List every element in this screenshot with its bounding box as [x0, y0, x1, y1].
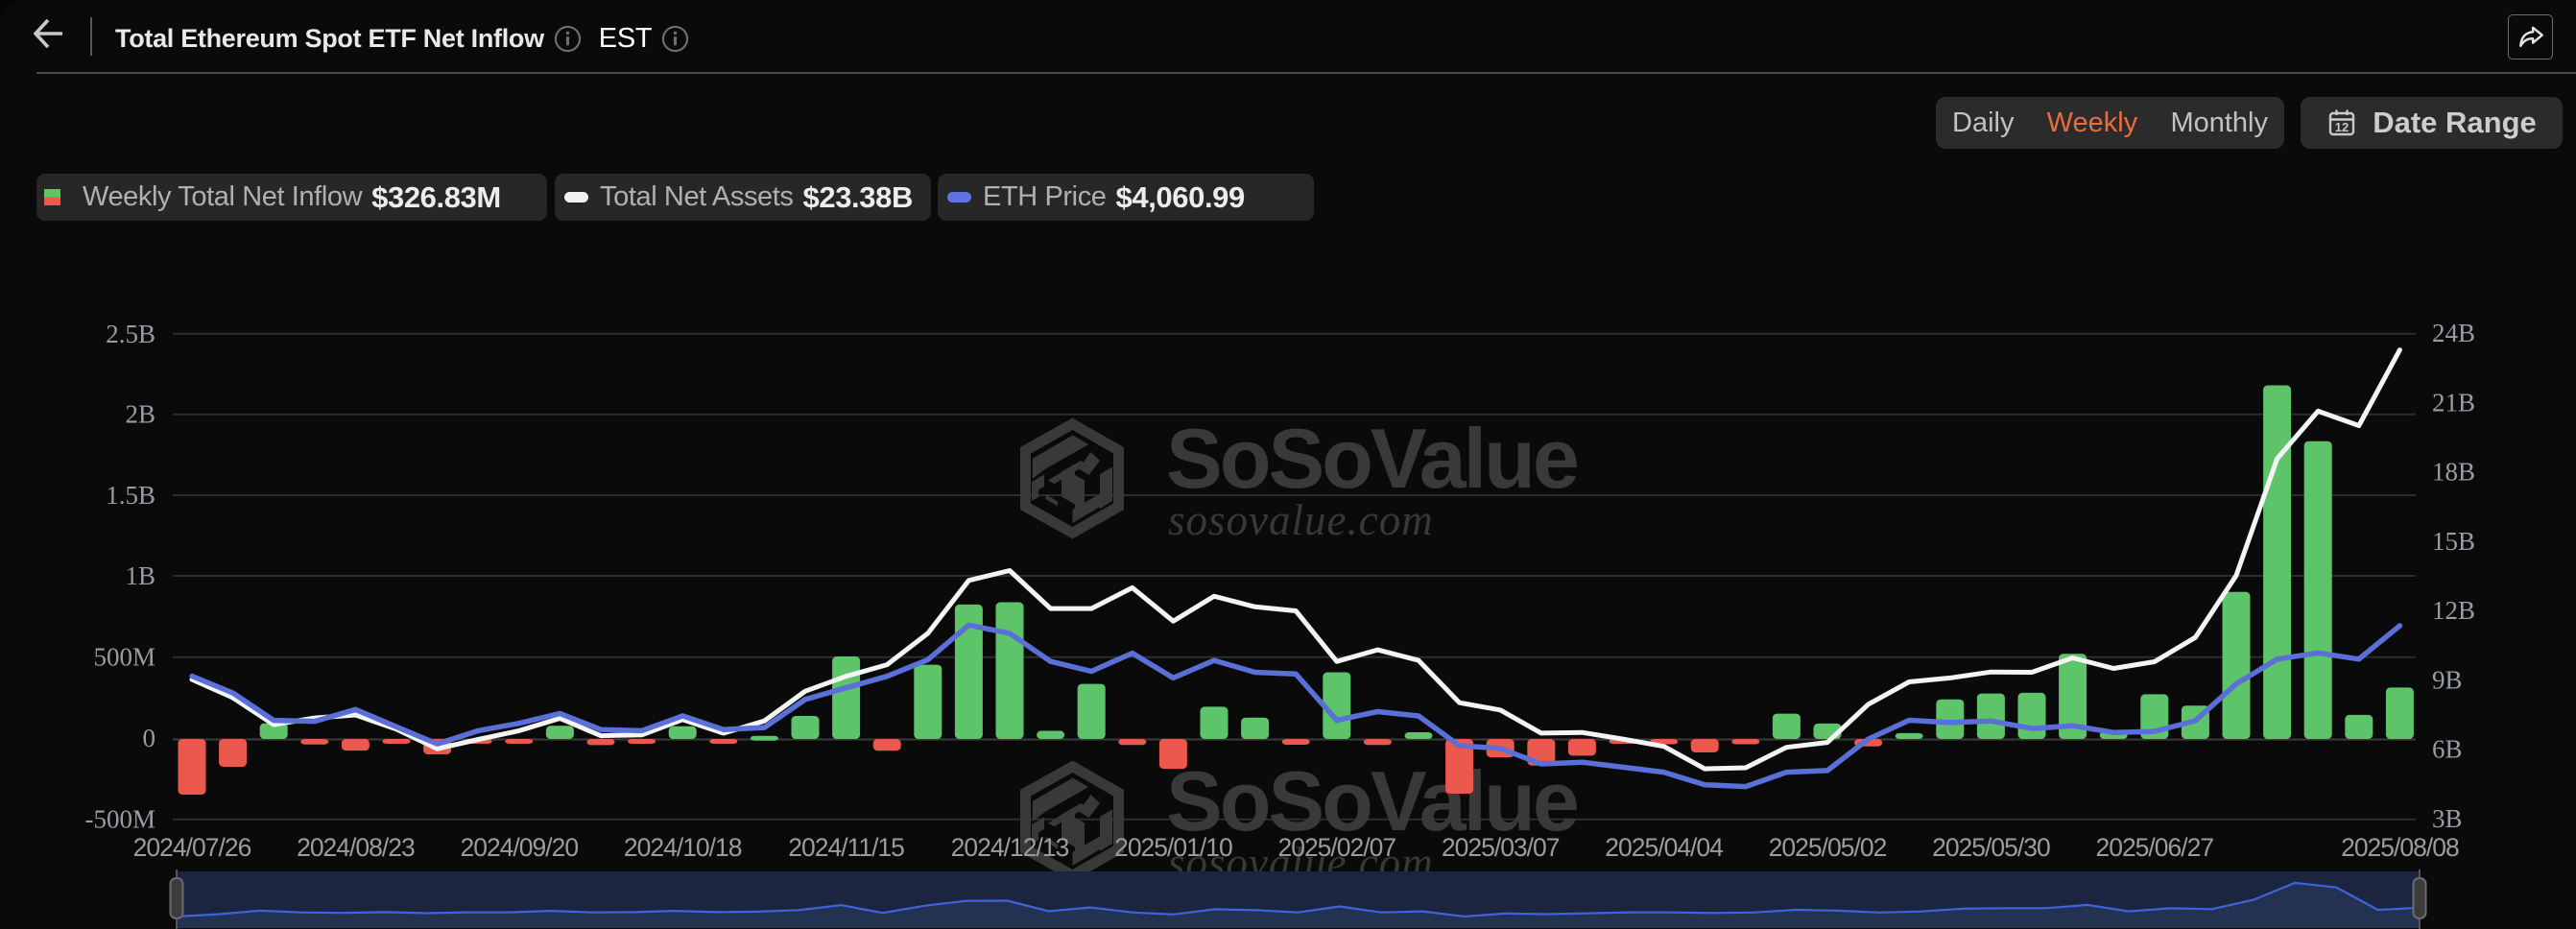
svg-text:SoSoValue: SoSoValue — [1166, 411, 1577, 506]
svg-text:2025/03/07: 2025/03/07 — [1442, 833, 1560, 862]
svg-text:2B: 2B — [125, 400, 155, 429]
svg-text:1.5B: 1.5B — [106, 481, 155, 510]
svg-text:2025/05/02: 2025/05/02 — [1769, 833, 1887, 862]
svg-text:2024/09/20: 2024/09/20 — [460, 833, 578, 862]
svg-text:2024/08/23: 2024/08/23 — [297, 833, 415, 862]
svg-text:2.5B: 2.5B — [106, 320, 155, 348]
svg-text:500M: 500M — [93, 643, 155, 672]
svg-text:12B: 12B — [2432, 596, 2475, 625]
svg-text:2025/02/07: 2025/02/07 — [1277, 833, 1395, 862]
svg-text:0: 0 — [143, 724, 156, 752]
svg-text:2024/11/15: 2024/11/15 — [788, 833, 904, 862]
svg-text:2024/10/18: 2024/10/18 — [624, 833, 742, 862]
svg-text:2024/07/26: 2024/07/26 — [133, 833, 251, 862]
svg-text:2025/08/08: 2025/08/08 — [2341, 833, 2459, 862]
svg-text:21B: 21B — [2432, 388, 2475, 417]
svg-text:2025/05/30: 2025/05/30 — [1932, 833, 2050, 862]
svg-text:1B: 1B — [125, 561, 155, 590]
svg-text:sosovalue.com: sosovalue.com — [1168, 496, 1434, 544]
svg-text:6B: 6B — [2432, 735, 2463, 764]
svg-text:2025/04/04: 2025/04/04 — [1605, 833, 1723, 862]
svg-text:15B: 15B — [2432, 527, 2475, 556]
svg-text:SoSoValue: SoSoValue — [1166, 753, 1577, 848]
svg-text:9B: 9B — [2432, 665, 2463, 694]
svg-text:2025/06/27: 2025/06/27 — [2095, 833, 2213, 862]
svg-text:2025/01/10: 2025/01/10 — [1114, 833, 1232, 862]
svg-text:24B: 24B — [2432, 319, 2475, 347]
svg-text:18B: 18B — [2432, 458, 2475, 487]
svg-text:3B: 3B — [2432, 804, 2463, 833]
svg-text:2024/12/13: 2024/12/13 — [951, 833, 1069, 862]
svg-text:12: 12 — [2335, 120, 2349, 134]
svg-text:-500M: -500M — [85, 805, 156, 834]
